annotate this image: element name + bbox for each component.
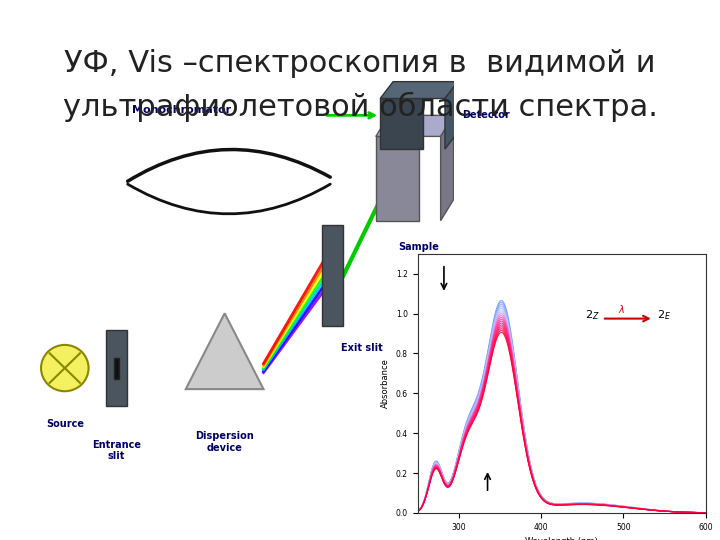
X-axis label: Wavelength (nm): Wavelength (nm) xyxy=(525,537,598,540)
FancyBboxPatch shape xyxy=(322,225,343,326)
Text: Source: Source xyxy=(46,418,84,429)
Polygon shape xyxy=(445,82,458,149)
Polygon shape xyxy=(376,116,454,137)
Text: Detector: Detector xyxy=(462,110,510,120)
Text: Entrance
slit: Entrance slit xyxy=(92,440,141,461)
Text: Sample: Sample xyxy=(399,242,439,252)
Polygon shape xyxy=(380,82,458,98)
Polygon shape xyxy=(186,313,264,389)
Text: Monochromator: Monochromator xyxy=(132,105,231,116)
Text: $2_E$: $2_E$ xyxy=(657,308,671,322)
FancyArrowPatch shape xyxy=(127,150,330,181)
FancyBboxPatch shape xyxy=(380,98,423,149)
Text: Exit slit: Exit slit xyxy=(341,343,383,353)
FancyBboxPatch shape xyxy=(376,137,419,221)
Text: $\lambda$: $\lambda$ xyxy=(618,303,626,315)
FancyBboxPatch shape xyxy=(106,330,127,406)
Text: $2_Z$: $2_Z$ xyxy=(585,308,599,322)
Text: ультрафиолетовой области спектра.: ультрафиолетовой области спектра. xyxy=(63,92,657,122)
Polygon shape xyxy=(441,116,454,221)
FancyBboxPatch shape xyxy=(114,357,120,379)
Y-axis label: Absorbance: Absorbance xyxy=(381,359,390,408)
Text: УФ, Vis –спектроскопия в  видимой и: УФ, Vis –спектроскопия в видимой и xyxy=(64,49,656,78)
Circle shape xyxy=(41,345,89,391)
Text: Dispersion
device: Dispersion device xyxy=(195,431,254,453)
